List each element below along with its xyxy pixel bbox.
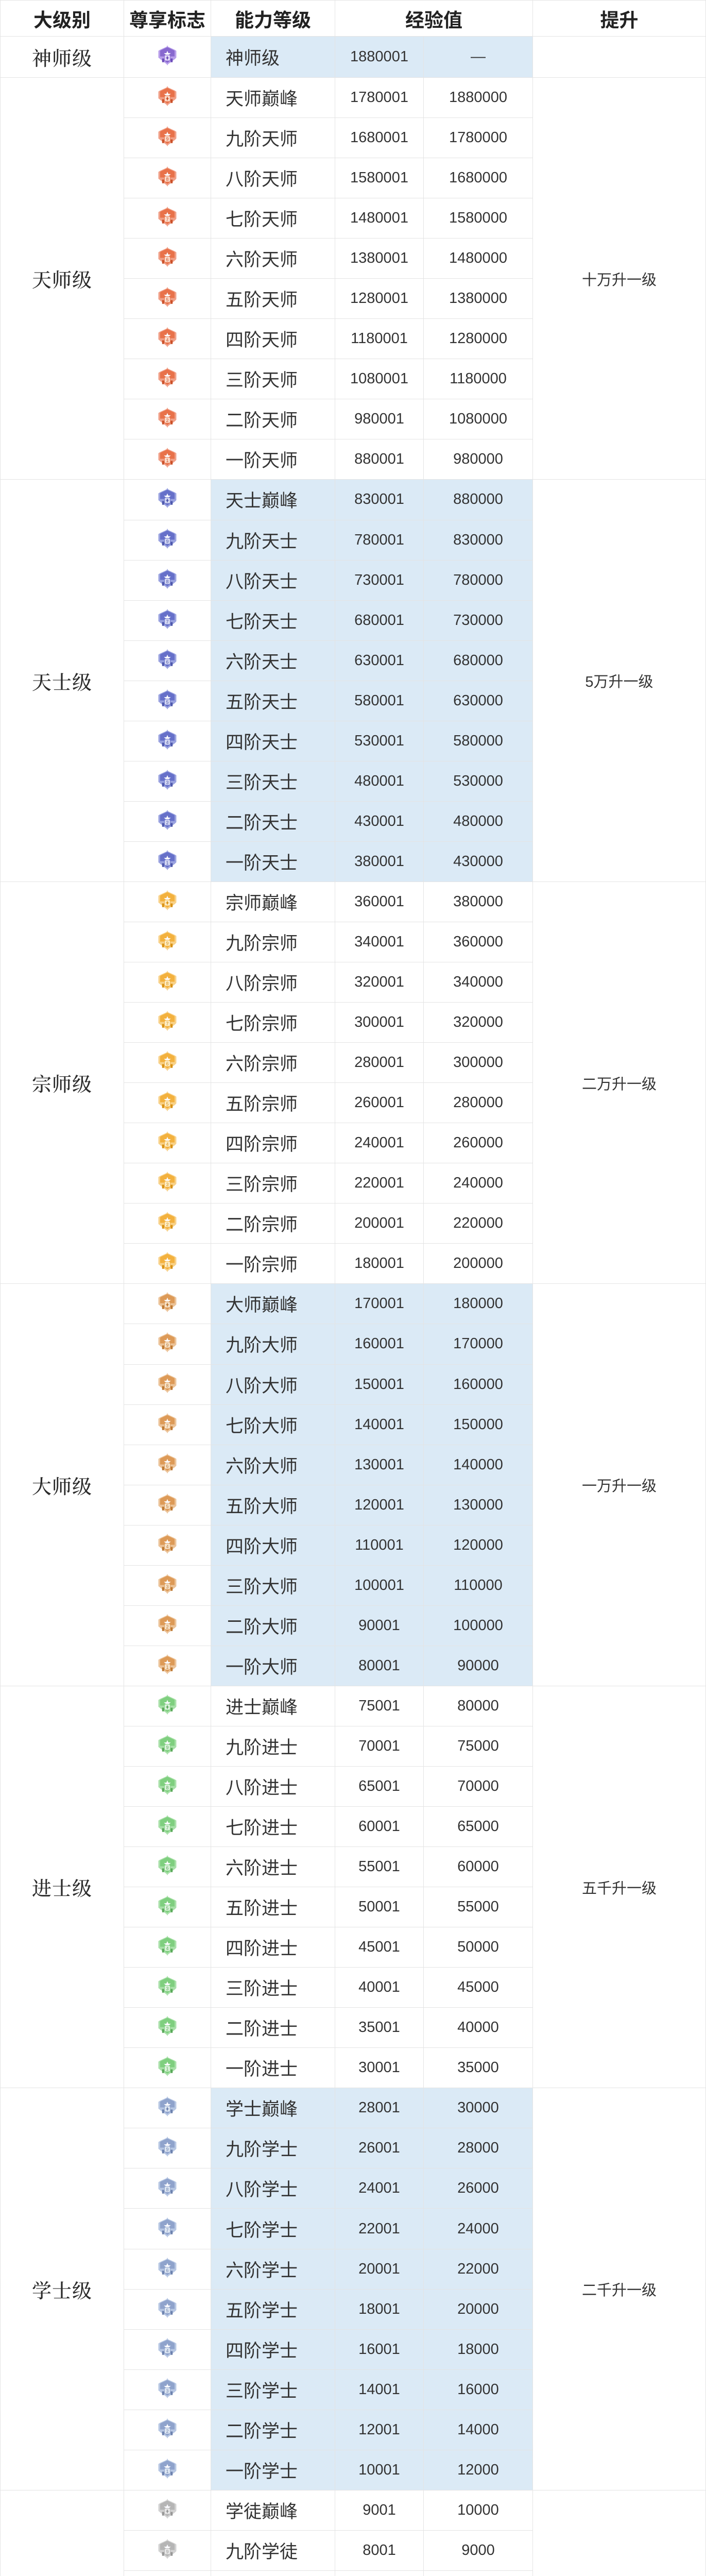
svg-text:8: 8 xyxy=(166,981,169,986)
svg-text:7: 7 xyxy=(166,1825,169,1831)
svg-text:4: 4 xyxy=(166,337,169,343)
svg-text:9: 9 xyxy=(166,2147,169,2152)
svg-text:2: 2 xyxy=(166,418,169,423)
svg-text:9: 9 xyxy=(166,137,169,142)
svg-text:2: 2 xyxy=(166,1222,169,1227)
svg-text:6: 6 xyxy=(166,659,169,665)
svg-text:6: 6 xyxy=(166,1464,169,1469)
svg-text:6: 6 xyxy=(166,257,169,262)
svg-text:9: 9 xyxy=(166,1343,169,1348)
svg-text:8: 8 xyxy=(166,579,169,584)
svg-text:3: 3 xyxy=(166,2388,169,2394)
svg-text:9: 9 xyxy=(166,538,169,544)
svg-text:2: 2 xyxy=(166,1624,169,1630)
svg-text:5: 5 xyxy=(166,2308,169,2313)
svg-text:1: 1 xyxy=(166,1665,169,1670)
svg-text:1: 1 xyxy=(166,2066,169,2072)
svg-text:4: 4 xyxy=(166,2348,169,2353)
svg-text:9: 9 xyxy=(166,941,169,946)
svg-text:5: 5 xyxy=(166,1101,169,1107)
svg-text:6: 6 xyxy=(166,2267,169,2273)
svg-text:3: 3 xyxy=(166,1182,169,1187)
svg-text:9: 9 xyxy=(166,2549,169,2554)
svg-text:5: 5 xyxy=(166,1906,169,1911)
svg-text:4: 4 xyxy=(166,1544,169,1549)
svg-text:6: 6 xyxy=(166,1866,169,1871)
svg-text:4: 4 xyxy=(166,1142,169,1147)
svg-text:8: 8 xyxy=(166,1383,169,1388)
svg-text:8: 8 xyxy=(166,2187,169,2192)
svg-text:1: 1 xyxy=(166,1262,169,1267)
svg-text:3: 3 xyxy=(166,378,169,383)
svg-text:4: 4 xyxy=(166,740,169,745)
svg-text:1: 1 xyxy=(166,458,169,463)
svg-text:9: 9 xyxy=(166,1745,169,1750)
svg-text:7: 7 xyxy=(166,2227,169,2232)
svg-text:7: 7 xyxy=(166,217,169,222)
svg-text:2: 2 xyxy=(166,2026,169,2031)
svg-text:2: 2 xyxy=(166,820,169,825)
svg-text:7: 7 xyxy=(166,1021,169,1026)
svg-text:1: 1 xyxy=(166,2469,169,2474)
svg-text:8: 8 xyxy=(166,1785,169,1790)
svg-text:3: 3 xyxy=(166,1584,169,1589)
svg-text:5: 5 xyxy=(166,1504,169,1509)
svg-text:4: 4 xyxy=(166,1946,169,1951)
svg-text:6: 6 xyxy=(166,1061,169,1066)
svg-text:5: 5 xyxy=(166,700,169,705)
svg-text:5: 5 xyxy=(166,297,169,302)
svg-text:3: 3 xyxy=(166,780,169,785)
svg-text:7: 7 xyxy=(166,619,169,624)
svg-text:1: 1 xyxy=(166,860,169,866)
svg-text:8: 8 xyxy=(166,177,169,182)
svg-text:7: 7 xyxy=(166,1423,169,1428)
svg-text:2: 2 xyxy=(166,2429,169,2434)
svg-text:3: 3 xyxy=(166,1986,169,1991)
